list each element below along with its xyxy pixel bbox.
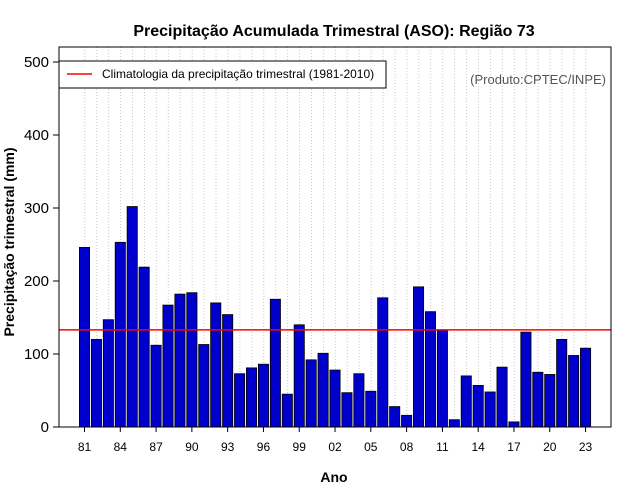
y-tick-label: 0: [41, 419, 49, 436]
y-tick-label: 200: [24, 273, 49, 290]
bar-2008: [401, 414, 413, 428]
bar-2015: [484, 391, 496, 428]
bar-2003: [341, 392, 353, 428]
y-tick-label: 100: [24, 346, 49, 363]
bar-1984: [114, 241, 126, 428]
x-tick-label: 11: [436, 440, 449, 454]
x-tick-label: 93: [221, 440, 235, 454]
bar-2007: [389, 406, 401, 428]
x-tick-label: 02: [328, 440, 342, 454]
x-tick-label: 05: [364, 440, 378, 454]
x-tick-label: 87: [149, 440, 163, 454]
x-axis-label: Ano: [320, 469, 347, 485]
product-credit: (Produto:CPTEC/INPE): [470, 72, 606, 87]
bar-1998: [281, 393, 293, 428]
bar-2014: [472, 384, 484, 428]
legend: Climatologia da precipitação trimestral …: [58, 60, 387, 89]
y-axis: 0 100 200 300 400 500: [24, 54, 59, 436]
bar-2016: [496, 366, 508, 428]
bar-1988: [162, 304, 174, 428]
y-tick-label: 500: [24, 54, 49, 71]
bar-1990: [186, 292, 198, 428]
bar-2000: [305, 359, 317, 428]
x-tick-label: 81: [78, 440, 92, 454]
bar-1999: [293, 324, 305, 428]
bar-2017: [508, 421, 520, 428]
x-tick-label: 08: [400, 440, 414, 454]
bar-2012: [448, 419, 460, 428]
bar-1986: [138, 266, 150, 428]
chart-title: Precipitação Acumulada Trimestral (ASO):…: [133, 23, 534, 40]
bar-2022: [568, 355, 580, 428]
bar-1996: [257, 363, 269, 428]
x-tick-label: 96: [257, 440, 271, 454]
bar-1983: [102, 319, 114, 428]
legend-label: Climatologia da precipitação trimestral …: [102, 67, 374, 81]
bar-1985: [126, 206, 138, 428]
bar-2020: [544, 374, 556, 428]
bar-2021: [556, 338, 568, 428]
bar-1991: [198, 344, 210, 428]
bar-1992: [210, 302, 222, 428]
bar-2002: [329, 369, 341, 428]
x-tick-label: 99: [293, 440, 307, 454]
legend-box: [58, 60, 387, 89]
x-tick-label: 17: [507, 440, 521, 454]
y-axis-label: Precipitação trimestral (mm): [1, 147, 17, 336]
x-tick-label: 14: [472, 440, 486, 454]
bar-2010: [424, 311, 436, 428]
bar-1982: [90, 338, 102, 428]
bar-2023: [580, 347, 592, 428]
y-tick-label: 300: [24, 200, 49, 217]
bar-2006: [377, 297, 389, 428]
bars: [79, 206, 592, 428]
x-tick-label: 90: [185, 440, 199, 454]
bar-1981: [79, 247, 91, 428]
x-tick-label: 84: [114, 440, 128, 454]
bar-2009: [413, 286, 425, 428]
bar-1987: [150, 344, 162, 428]
grid-lines: [84, 47, 587, 427]
bar-2005: [365, 390, 377, 428]
bar-1993: [222, 314, 234, 428]
bar-1994: [234, 373, 246, 428]
bar-2001: [317, 352, 329, 428]
x-tick-label: 23: [579, 440, 593, 454]
x-axis: 81 84 87 90 93 96 99 02 05 08 11 14 17 20 23: [78, 427, 593, 454]
bar-2019: [532, 371, 544, 428]
bar-2018: [520, 331, 532, 428]
y-tick-label: 400: [24, 127, 49, 144]
bar-1997: [269, 298, 281, 428]
bar-2011: [436, 329, 448, 428]
bar-2004: [353, 373, 365, 428]
bar-1989: [174, 293, 186, 428]
bar-1995: [246, 367, 258, 428]
x-tick-label: 20: [543, 440, 557, 454]
bar-2013: [460, 375, 472, 428]
